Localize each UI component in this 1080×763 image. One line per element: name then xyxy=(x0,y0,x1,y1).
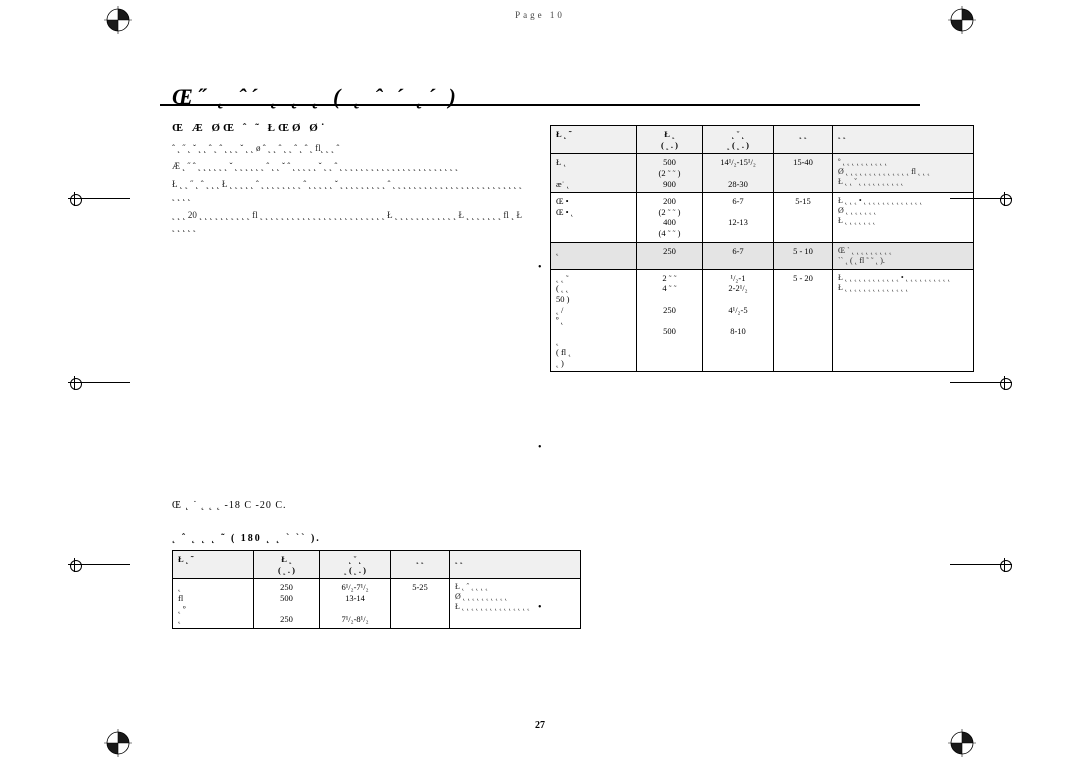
cell-defrost: 6-7 xyxy=(703,242,774,269)
table-row: ˛ 250 6-7 5 - 10 Œ ` ˛ ˛ ˛ ˛ ˛ ˛ ˛ ˛ ˛ `… xyxy=(551,242,974,269)
body-text: ˆ ˛ ˝ ˛ ˇ ˛ ˛ ˆ ˛ ˆ ˛ ˛ ˛ ˇ ˛ ˛ ø ˆ ˛ ˛ … xyxy=(172,142,522,239)
hairline xyxy=(82,198,130,199)
cell-food: Œ • Œ • ˛ xyxy=(551,193,637,243)
crop-cross-left-1 xyxy=(68,192,82,206)
cell-notes: º ˛ ˛ ˛ ˛ ˛ ˛ ˛ ˛ ˛ ˛ Ø ˛ ˛ ˛ ˛ ˛ ˛ ˛ ˛ … xyxy=(833,154,974,193)
cell-stand: 5-15 xyxy=(774,193,833,243)
cell-defrost: 6-7 12-13 xyxy=(703,193,774,243)
hairline xyxy=(82,382,130,383)
cell-weight: 200 (2 ˜ ˜ ) 400 (4 ˜ ˜ ) xyxy=(637,193,703,243)
cell-notes: Ł ˛ ˛ ˛ • ˛ ˛ ˛ ˛ ˛ ˛ ˛ ˛ ˛ ˛ ˛ ˛ ˛ Ø ˛ … xyxy=(833,193,974,243)
cell-weight: 500 (2 ˜ ˜ ) 900 xyxy=(637,154,703,193)
crop-cross-right-1 xyxy=(998,192,1012,206)
crop-cross-left-3 xyxy=(68,558,82,572)
table-header-row: Ł ˛ ˜ Ł ˛ ( ˛ . ) ˛ ˇ ˛ ˛ ( ˛ . ) ˛ ˛ ˛ … xyxy=(173,551,581,579)
body-para-2: Æ ˛ ˝ ˆ ˛ ˛ ˛ ˛ ˛ ˛ ˇ ˛ ˛ ˛ ˛ ˛ ˛ ˆ ˛ ˛ … xyxy=(172,160,522,172)
page-number: 27 xyxy=(0,720,1080,731)
page-title: Œ˝ ˛ ˆ´ ˛ ˛ ˛ ( ˛ ˆ ´ ˛´ ) xyxy=(172,84,460,110)
table-col-food: Ł ˛ ˜ xyxy=(551,126,637,154)
table-col-stand: ˛ ˛ xyxy=(774,126,833,154)
cell-weight: 2 ˜ ˜ 4 ˜ ˜ 250 500 xyxy=(637,269,703,372)
crop-cross-right-3 xyxy=(998,558,1012,572)
cell-notes: Ł ˛ ˆ ˛ ˛ ˛ ˛ Ø ˛ ˛ ˛ ˛ ˛ ˛ ˛ ˛ ˛ ˛ Ł ˛ … xyxy=(450,579,581,629)
cell-food: ˛ ˛ ˜ ( ˛ ˛ 50 ) ˛ / º ˛ ˛ ( fl ˛ ˛ ) xyxy=(551,269,637,372)
cell-food: Ł ˛ æ˙ ˛ xyxy=(551,154,637,193)
cell-stand: 15-40 xyxy=(774,154,833,193)
cell-defrost: ¹/₂-1 2-2¹/₂ 4¹/₂-5 8-10 xyxy=(703,269,774,372)
column-bullet: • xyxy=(538,442,542,453)
body-para-3: Ł ˛ ˛ ˝ ˛ ˆ ˛ ˛ ˛ Ł ˛ ˛ ˛ ˛ ˛ ˆ ˛ ˛ ˛ ˛ … xyxy=(172,178,522,202)
table-row: ˛ fl ˛ º ˛ 250 500 250 6¹/₂-7¹/₂ 13-14 7… xyxy=(173,579,581,629)
temperature-note: Œ ˛ ˙ ˛ ˛ ˛ -18 C -20 C. xyxy=(172,500,287,511)
cell-stand: 5 - 10 xyxy=(774,242,833,269)
cell-stand: 5 - 20 xyxy=(774,269,833,372)
cell-notes: Œ ` ˛ ˛ ˛ ˛ ˛ ˛ ˛ ˛ ˛ `` ˛ ( ˛ fl ˜ ˜ ˛ … xyxy=(833,242,974,269)
table-col-food: Ł ˛ ˜ xyxy=(173,551,254,579)
table-col-defrost: ˛ ˇ ˛ ˛ ( ˛ . ) xyxy=(703,126,774,154)
hairline xyxy=(950,564,998,565)
table-left: Ł ˛ ˜ Ł ˛ ( ˛ . ) ˛ ˇ ˛ ˛ ( ˛ . ) ˛ ˛ ˛ … xyxy=(172,550,581,629)
cell-food: ˛ xyxy=(551,242,637,269)
crop-cross-right-2 xyxy=(998,376,1012,390)
cell-weight: 250 500 250 xyxy=(254,579,320,629)
table-header-row: Ł ˛ ˜ Ł ˛ ( ˛ . ) ˛ ˇ ˛ ˛ ( ˛ . ) ˛ ˛ ˛ … xyxy=(551,126,974,154)
column-bullet: • xyxy=(538,262,542,273)
table-row: Œ • Œ • ˛ 200 (2 ˜ ˜ ) 400 (4 ˜ ˜ ) 6-7 … xyxy=(551,193,974,243)
table-col-stand: ˛ ˛ xyxy=(391,551,450,579)
cell-defrost: 6¹/₂-7¹/₂ 13-14 7¹/₂-8¹/₂ xyxy=(320,579,391,629)
column-bullet: • xyxy=(538,602,542,613)
title-rule xyxy=(160,104,920,106)
cell-notes: Ł ˛ ˛ ˛ ˛ ˛ ˛ ˛ ˛ ˛ ˛ ˛ ˛ • ˛ ˛ ˛ ˛ ˛ ˛ … xyxy=(833,269,974,372)
page-run-header: Page 10 xyxy=(0,10,1080,20)
table1-caption: ˛ ˆ ˛ ˛ ˛ ˜ ( 180 ˛ ˛ ` `` ). xyxy=(172,533,321,544)
cell-defrost: 14¹/₂-15¹/₂ 28-30 xyxy=(703,154,774,193)
page-subtitle: Œ Æ ØŒ ˆ ˜ ŁŒØ Ø˙ xyxy=(172,122,328,134)
hairline xyxy=(82,564,130,565)
cell-weight: 250 xyxy=(637,242,703,269)
regmark-top-left xyxy=(104,6,132,34)
crop-cross-left-2 xyxy=(68,376,82,390)
table-col-weight: Ł ˛ ( ˛ . ) xyxy=(254,551,320,579)
regmark-top-right xyxy=(948,6,976,34)
body-para-4: ˛ ˛ ˛ 20 ˛ ˛ ˛ ˛ ˛ ˛ ˛ ˛ ˛ ˛ fl ˛ ˛ ˛ ˛ … xyxy=(172,209,522,233)
regmark-bottom-left xyxy=(104,729,132,757)
cell-food: ˛ fl ˛ º ˛ xyxy=(173,579,254,629)
table-col-notes: ˛ ˛ xyxy=(833,126,974,154)
table-col-notes: ˛ ˛ xyxy=(450,551,581,579)
regmark-bottom-right xyxy=(948,729,976,757)
table-col-weight: Ł ˛ ( ˛ . ) xyxy=(637,126,703,154)
body-para-1: ˆ ˛ ˝ ˛ ˇ ˛ ˛ ˆ ˛ ˆ ˛ ˛ ˛ ˇ ˛ ˛ ø ˆ ˛ ˛ … xyxy=(172,142,522,154)
cell-stand: 5-25 xyxy=(391,579,450,629)
table-right: Ł ˛ ˜ Ł ˛ ( ˛ . ) ˛ ˇ ˛ ˛ ( ˛ . ) ˛ ˛ ˛ … xyxy=(550,125,974,372)
table-row: Ł ˛ æ˙ ˛ 500 (2 ˜ ˜ ) 900 14¹/₂-15¹/₂ 28… xyxy=(551,154,974,193)
hairline xyxy=(950,382,998,383)
table-row: ˛ ˛ ˜ ( ˛ ˛ 50 ) ˛ / º ˛ ˛ ( fl ˛ ˛ ) 2 … xyxy=(551,269,974,372)
table-col-defrost: ˛ ˇ ˛ ˛ ( ˛ . ) xyxy=(320,551,391,579)
